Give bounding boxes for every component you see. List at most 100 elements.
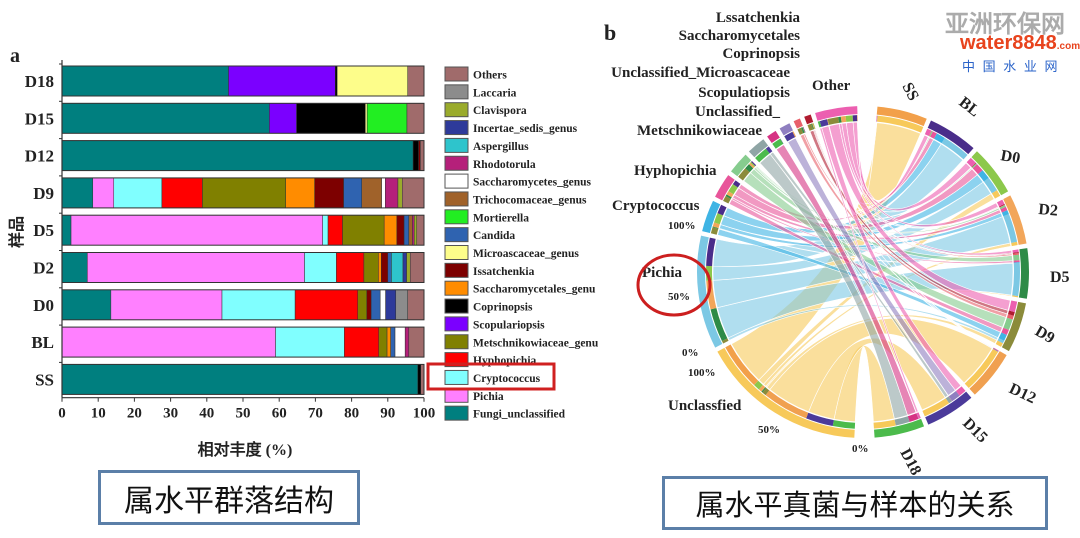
bar-chart: [61, 65, 425, 395]
chord-label-sample: D15: [959, 415, 991, 447]
chord-inner-segment: [827, 116, 840, 125]
chord-inner-segment: [928, 130, 932, 137]
legend-highlight-box: [426, 362, 556, 391]
bar-segment: [314, 177, 344, 209]
chord-inner-segment: [725, 344, 759, 386]
bar-segment: [161, 177, 203, 209]
legend-swatch: [444, 173, 469, 189]
chord-inner-segment: [992, 348, 999, 352]
bar-segment: [418, 140, 421, 171]
chord-inner-segment: [955, 386, 966, 396]
bar-segment: [416, 214, 425, 246]
chord-label-genus: Saccharomycetales: [679, 28, 801, 44]
chord-label-genus: Scopulatiopsis: [698, 85, 790, 101]
watermark-domain: .com: [1056, 41, 1080, 52]
chord-inner-segment: [772, 138, 784, 149]
chord-arc-sample: [876, 106, 927, 127]
bar-segment: [87, 252, 305, 283]
legend-item: Laccaria: [444, 84, 517, 100]
chord-inner-segment: [924, 128, 932, 137]
legend-label: Laccaria: [473, 87, 517, 99]
chord-inner-segment: [840, 115, 847, 123]
watermark-site2: 中 国 水 业 网: [962, 59, 1060, 74]
chord-inner-segment: [812, 123, 815, 130]
legend-swatch: [444, 316, 469, 332]
bar-segment: [395, 289, 408, 321]
legend-swatch: [444, 84, 469, 100]
chord-inner-segment: [1012, 295, 1019, 298]
chord-inner-segment: [1012, 249, 1019, 253]
chord-inner-segment: [807, 125, 810, 131]
bar-segment: [381, 177, 386, 209]
chord-labels: SS BL D0 D2 D5 D9 D12 D15 D18 Unclassfied Pichia Cr…: [611, 10, 1069, 478]
x-tick-label: 30: [163, 406, 178, 422]
legend-item: Mortierella: [444, 209, 529, 225]
legend-item: Clavispora: [444, 102, 527, 118]
bar-segment: [61, 364, 419, 395]
chord-label-sample: SS: [898, 80, 921, 104]
bar-segment: [363, 252, 379, 283]
legend-swatch: [444, 137, 469, 153]
chord-inner-segment: [793, 131, 797, 137]
chord-label-genus: Unclassified_: [695, 104, 781, 120]
chord-label-sample: D12: [1006, 380, 1038, 407]
chord-label-sample: BL: [956, 94, 983, 121]
legend-swatch: [444, 245, 469, 260]
legend-item: Cryptococcus: [444, 369, 541, 385]
chord-arc-genus: [730, 154, 752, 177]
chord-ribbon: [821, 125, 962, 391]
y-tick-label: D0: [33, 296, 54, 315]
bar-segment: [390, 326, 396, 358]
chord-inner-segment: [999, 205, 1006, 210]
legend-item: Candida: [444, 227, 515, 243]
y-tick-label: D15: [25, 109, 54, 128]
x-tick-label: 50: [236, 406, 251, 422]
chord-label-genus: Cryptococcus: [612, 198, 700, 214]
chord-axis-tick-label: 0%: [682, 347, 699, 359]
chord-label-genus: Unclassified_Microascaceae: [611, 65, 790, 81]
y-tick-label: D5: [33, 221, 54, 240]
bar-segment: [370, 289, 381, 321]
chord-inner-segment: [971, 162, 977, 168]
chord-inner-segment: [930, 131, 937, 139]
legend-label: Microascaceae_genus: [473, 248, 579, 260]
chord-inner-segment: [1001, 210, 1009, 217]
y-axis-label: 样品: [7, 216, 26, 248]
chord-label-genus: Pichia: [642, 265, 682, 281]
chord-inner-segment: [721, 338, 729, 344]
chord-label-genus: Hyphopichia: [634, 163, 717, 179]
legend-item: Microascaceae_genus: [444, 245, 579, 260]
chord-inner-segment: [1000, 206, 1008, 213]
chord-inner-segment: [714, 213, 724, 225]
bar-segment: [378, 326, 388, 358]
chord-inner-segment: [1008, 310, 1015, 316]
chord-inner-segment: [857, 115, 858, 122]
chord-inner-segment: [845, 115, 854, 122]
bar-segment: [412, 140, 419, 171]
chord-inner-segment: [999, 204, 1005, 208]
bar-segment: [404, 326, 410, 358]
chord-inner-segment: [933, 133, 945, 144]
watermark-brand: water8848: [960, 32, 1057, 54]
bar-segment: [391, 252, 404, 283]
bar-segment: [343, 177, 362, 209]
chord-inner-segment: [827, 119, 829, 125]
legend-label: Issatchenkia: [473, 266, 535, 278]
bar-segment: [365, 103, 368, 134]
chord-inner-segment: [792, 131, 796, 138]
chord-inner-segment: [873, 419, 896, 429]
bar-segment: [366, 103, 408, 134]
chord-inner-segment: [748, 162, 755, 169]
bar-segment: [408, 214, 413, 246]
chord-arc-sample: [1018, 248, 1029, 299]
legend-item: Saccharomycetes_genus: [444, 173, 591, 189]
legend-item: Coprinopsis: [444, 298, 533, 314]
chord-inner-segment: [1013, 262, 1020, 264]
chord-inner-segment: [751, 161, 757, 167]
chord-inner-segment: [784, 136, 788, 142]
bar-segment: [61, 103, 270, 134]
chord-arc-genus: [715, 175, 735, 201]
chord-inner-segment: [712, 226, 719, 229]
y-axis: D18 D15 D12 D9 D5 D2 D0 BL SS: [25, 63, 62, 389]
